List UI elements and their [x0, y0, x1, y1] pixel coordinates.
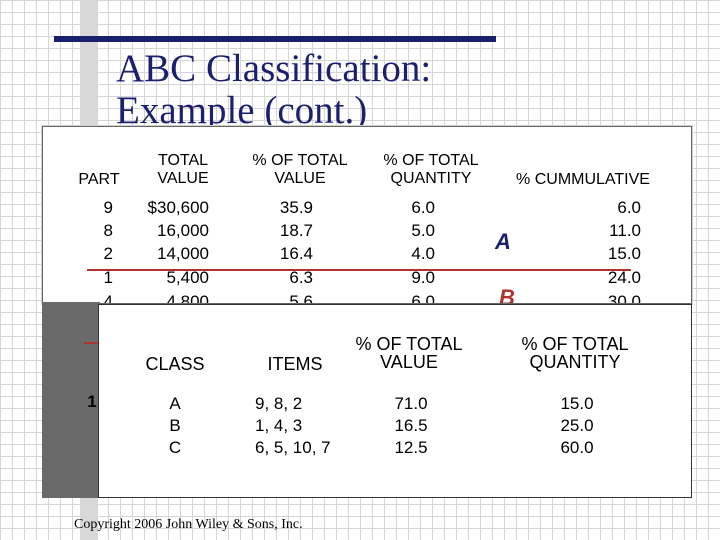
detail-table: PART TOTAL VALUE % OF TOTAL VALUE % OF T… [42, 126, 692, 304]
cell-pct-quantity: 6.0 [411, 292, 435, 303]
cell-cumulative: 15.0 [607, 244, 641, 263]
cell-pct-value: 6.3 [289, 268, 313, 287]
cell-part: 9 [103, 198, 113, 217]
cell-part: 8 [103, 221, 113, 240]
title-line-1: ABC Classification: [116, 47, 432, 90]
cell-pct-quantity: 6.0 [411, 198, 435, 217]
cell-pct-quantity: 25.0 [560, 416, 594, 435]
partial-left-number: 1 [87, 392, 97, 411]
cell-total-value: 14,000 [157, 244, 209, 263]
cell-cumulative: 30.0 [607, 292, 641, 303]
title-rule [54, 36, 496, 42]
cell-class: A [169, 394, 181, 413]
cell-pct-value: 18.7 [279, 221, 313, 240]
detail-rows: 9 $30,600 35.9 6.0 6.0 8 16,000 18.7 5.0… [43, 197, 691, 303]
cell-class: C [168, 438, 182, 457]
header-class: CLASS [145, 354, 205, 374]
cell-pct-quantity: 5.0 [411, 221, 435, 240]
cell-total-value: 5,400 [166, 268, 209, 287]
header-pct-total-value: % OF TOTAL VALUE [252, 152, 348, 187]
cell-total-value: $30,600 [147, 198, 209, 217]
header-part: PART [78, 171, 120, 188]
header-total-value: TOTAL VALUE [157, 152, 209, 187]
cell-part: 4 [103, 292, 113, 303]
cell-total-value: 4,800 [166, 292, 209, 303]
cell-items: 1, 4, 3 [255, 416, 303, 435]
divider-a-b [87, 269, 631, 271]
cell-pct-value: 12.5 [394, 438, 428, 457]
cell-cumulative: 11.0 [609, 221, 641, 240]
cell-cumulative: 24.0 [607, 268, 641, 287]
header-pct-total-quantity: % OF TOTAL QUANTITY [521, 334, 629, 372]
cell-pct-quantity: 15.0 [560, 394, 594, 413]
cell-class: B [169, 416, 181, 435]
header-pct-cumulative: % CUMMULATIVE [516, 171, 650, 188]
slide-title: ABC Classification: Example (cont.) [116, 48, 431, 132]
cell-pct-value: 71.0 [394, 394, 428, 413]
copyright-footer: Copyright 2006 John Wiley & Sons, Inc. [74, 517, 303, 532]
cell-cumulative: 6.0 [617, 198, 641, 217]
cell-items: 6, 5, 10, 7 [255, 438, 331, 457]
header-pct-total-value: % OF TOTAL VALUE [355, 334, 463, 372]
cell-pct-quantity: 9.0 [411, 268, 435, 287]
title-line-2: Example (cont.) [116, 89, 368, 132]
panel-overlap-shadow [42, 302, 100, 498]
cell-items: 9, 8, 2 [255, 394, 303, 413]
cell-pct-quantity: 60.0 [560, 438, 594, 457]
cell-pct-value: 5.6 [289, 292, 313, 303]
cell-pct-value: 35.9 [279, 198, 313, 217]
cell-pct-value: 16.5 [394, 416, 428, 435]
cell-part: 1 [103, 268, 113, 287]
cell-total-value: 16,000 [157, 221, 209, 240]
summary-table: CLASS ITEMS % OF TOTAL VALUE % OF TOTAL … [98, 304, 692, 498]
class-label-a: A [495, 229, 511, 254]
cell-pct-value: 16.4 [279, 244, 313, 263]
header-pct-total-quantity: % OF TOTAL QUANTITY [383, 152, 479, 187]
cell-pct-quantity: 4.0 [411, 244, 435, 263]
divider-fragment [84, 342, 98, 344]
class-label-b: B [499, 285, 515, 303]
header-items: ITEMS [267, 354, 323, 374]
cell-part: 2 [103, 244, 113, 263]
